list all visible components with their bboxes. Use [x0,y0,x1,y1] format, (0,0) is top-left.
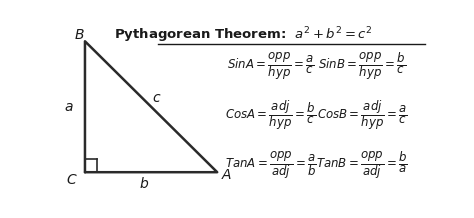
Text: Pythagorean Theorem:  $a^2 + b^2 = c^2$: Pythagorean Theorem: $a^2 + b^2 = c^2$ [114,26,372,45]
Text: $\mathit{Cos}A=\dfrac{\mathit{adj}}{\mathit{hyp}}=\dfrac{b}{c}$: $\mathit{Cos}A=\dfrac{\mathit{adj}}{\mat… [225,98,316,132]
Text: $\mathit{C}$: $\mathit{C}$ [66,173,78,187]
Text: $\mathit{Sin}A=\dfrac{\mathit{opp}}{\mathit{hyp}}=\dfrac{a}{c}$: $\mathit{Sin}A=\dfrac{\mathit{opp}}{\mat… [227,51,314,82]
Text: $\mathit{Tan}A=\dfrac{\mathit{opp}}{\mathit{adj}}=\dfrac{a}{b}$: $\mathit{Tan}A=\dfrac{\mathit{opp}}{\mat… [225,150,316,181]
Text: $\mathit{A}$: $\mathit{A}$ [221,168,232,182]
Text: $\mathit{Tan}B=\dfrac{\mathit{opp}}{\mathit{adj}}=\dfrac{b}{a}$: $\mathit{Tan}B=\dfrac{\mathit{opp}}{\mat… [317,150,408,181]
Text: $\mathit{B}$: $\mathit{B}$ [74,28,85,42]
Text: $\mathit{c}$: $\mathit{c}$ [152,91,161,105]
Text: $\mathit{a}$: $\mathit{a}$ [64,100,73,114]
Text: $\mathit{Sin}B=\dfrac{\mathit{opp}}{\mathit{hyp}}=\dfrac{b}{c}$: $\mathit{Sin}B=\dfrac{\mathit{opp}}{\mat… [318,51,406,82]
Text: $\mathit{b}$: $\mathit{b}$ [139,176,149,191]
Text: $\mathit{Cos}B=\dfrac{\mathit{adj}}{\mathit{hyp}}=\dfrac{a}{c}$: $\mathit{Cos}B=\dfrac{\mathit{adj}}{\mat… [317,98,408,132]
